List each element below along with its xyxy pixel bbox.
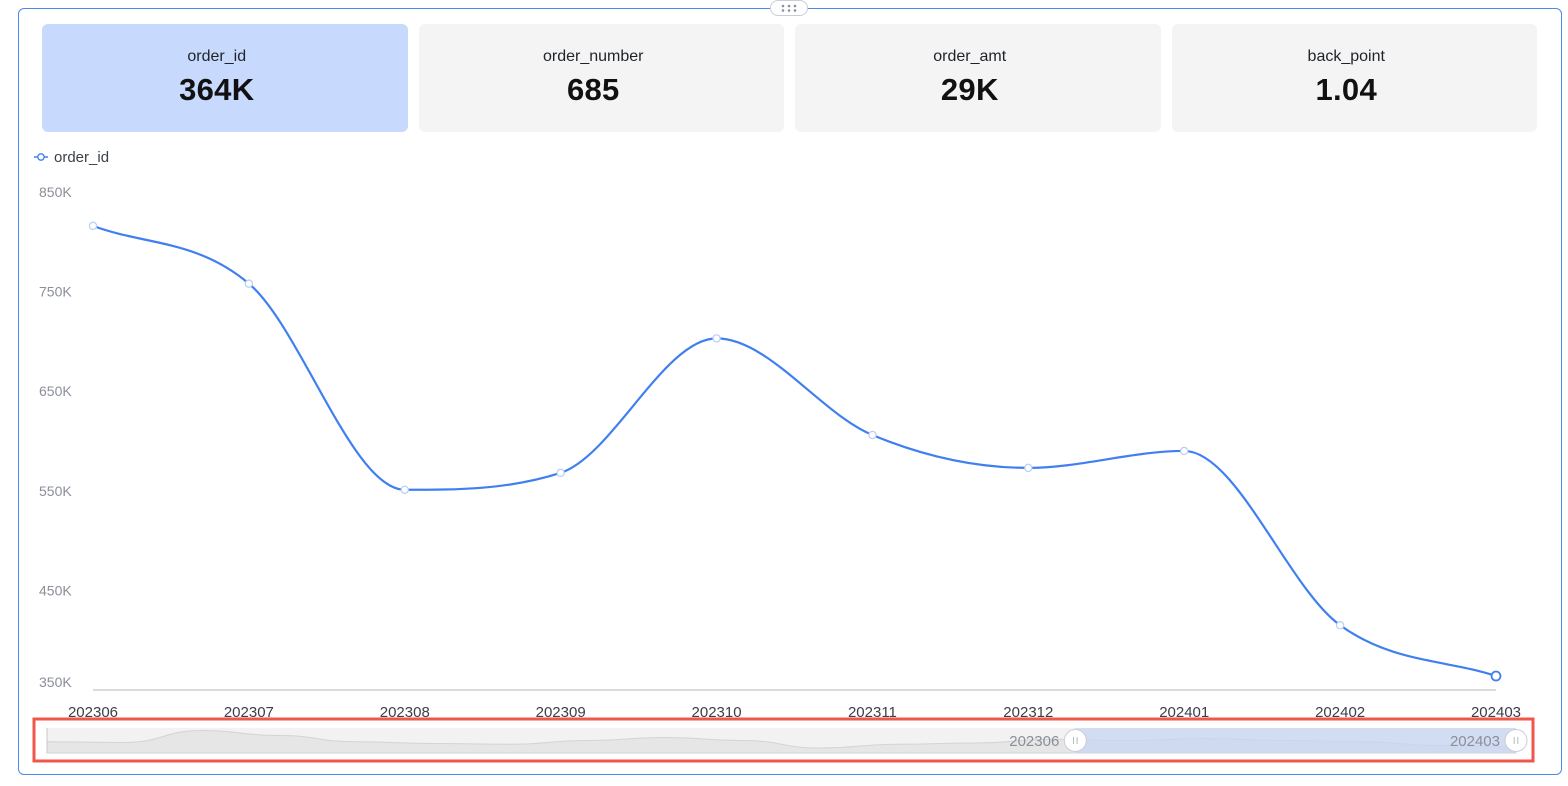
data-zoom-selected-range[interactable] — [1075, 728, 1516, 753]
data-zoom-end-handle[interactable] — [1504, 729, 1528, 752]
kpi-label: order_number — [543, 48, 644, 65]
kpi-card-order-number[interactable]: order_number 685 — [418, 24, 784, 132]
chart-legend[interactable]: order_id — [34, 149, 109, 166]
kpi-label: back_point — [1307, 48, 1385, 65]
kpi-value: 29K — [940, 72, 999, 107]
handle-knob-icon — [1504, 729, 1528, 752]
legend-label-order-id: order_id — [54, 149, 109, 166]
data-zoom-slider[interactable]: 202306 202403 — [32, 717, 1535, 763]
kpi-card-back-point[interactable]: back_point 1.04 — [1171, 24, 1537, 132]
kpi-card-row: order_id 364K order_number 685 order_amt… — [42, 24, 1537, 132]
kpi-value: 1.04 — [1315, 72, 1378, 107]
kpi-label: order_amt — [933, 48, 1007, 65]
data-zoom-start-handle[interactable] — [1063, 729, 1087, 752]
handle-knob-icon — [1063, 729, 1087, 752]
data-zoom-start-label: 202306 — [1009, 733, 1059, 750]
kpi-card-order-amt[interactable]: order_amt 29K — [795, 24, 1161, 132]
kpi-label: order_id — [187, 48, 247, 65]
grip-dots-icon — [781, 4, 797, 12]
legend-marker-icon — [37, 153, 45, 161]
kpi-card-order-id[interactable]: order_id 364K — [42, 24, 408, 132]
kpi-value: 685 — [566, 72, 620, 107]
highlight-box — [32, 717, 1535, 763]
drag-handle[interactable] — [770, 0, 808, 16]
data-zoom-end-label: 202403 — [1450, 733, 1500, 750]
kpi-value: 364K — [179, 72, 255, 107]
